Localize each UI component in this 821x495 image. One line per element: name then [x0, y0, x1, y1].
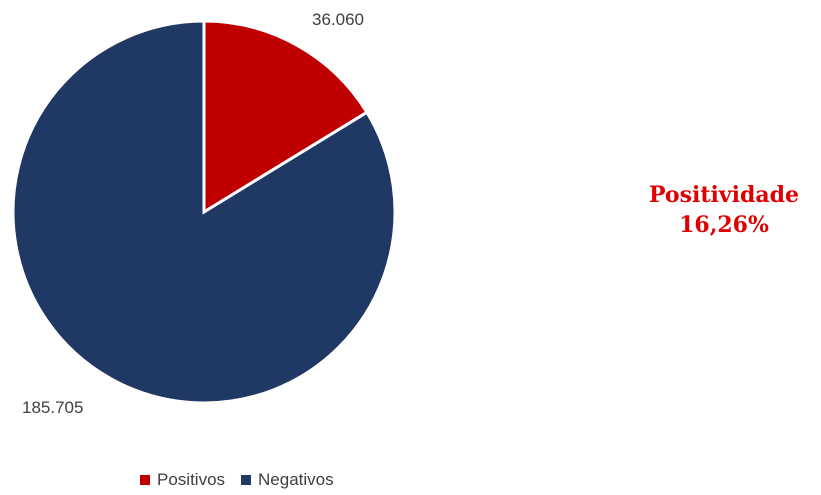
- positivity-kpi: Positividade 16,26%: [634, 180, 814, 240]
- data-label-negativos: 185.705: [22, 398, 84, 417]
- legend-item-positivos: Positivos: [140, 470, 225, 490]
- data-label-positivos: 36.060: [312, 10, 364, 29]
- legend-swatch-negativos: [241, 475, 252, 485]
- pie-slice-negativos: [11, 19, 397, 405]
- pie-slices: [11, 19, 397, 405]
- legend-swatch-positivos: [140, 475, 150, 485]
- kpi-value: 16,26%: [679, 212, 769, 238]
- kpi-title: Positividade: [648, 182, 800, 208]
- pie-slice-positivos: [202, 19, 369, 215]
- legend-label-negativos: Negativos: [258, 470, 334, 489]
- chart-legend: Positivos Negativos: [140, 470, 350, 490]
- legend-item-negativos: Negativos: [241, 470, 334, 490]
- legend-label-positivos: Positivos: [157, 470, 226, 489]
